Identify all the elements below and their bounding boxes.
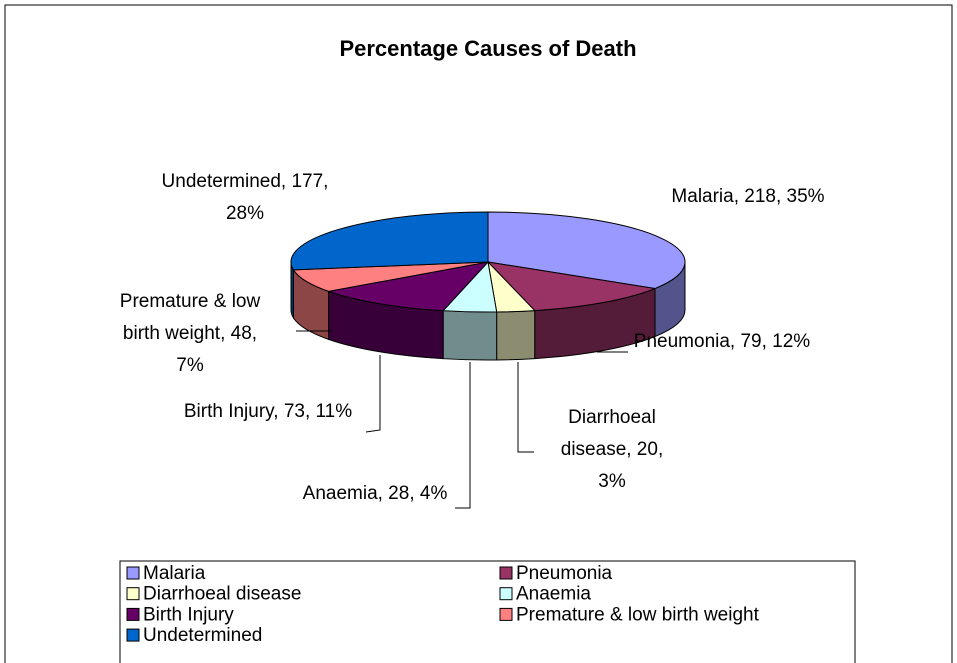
legend-label: Undetermined	[143, 625, 262, 646]
legend-label: Pneumonia	[516, 563, 613, 584]
leader-lines	[296, 330, 628, 509]
legend-swatch	[126, 587, 140, 601]
data-label: Birth Injury, 73, 11%	[183, 401, 353, 422]
legend-label: Premature & low birth weight	[516, 604, 760, 625]
data-label: Malaria, 218, 35%	[671, 186, 825, 207]
legend-box	[119, 560, 856, 663]
legend-label: Malaria	[143, 563, 206, 584]
data-label: Anaemia, 28, 4%	[302, 483, 448, 504]
slice	[290, 211, 489, 271]
leader-line	[365, 355, 381, 433]
chart-title: Percentage Causes of Death	[339, 36, 636, 61]
slice	[326, 261, 490, 312]
legend-swatch	[499, 566, 513, 580]
pie-sides	[290, 261, 686, 361]
slice	[486, 261, 657, 312]
data-label: Diarrhoeal disease, 20, 3%	[560, 407, 664, 492]
leader-line	[517, 362, 534, 453]
data-label: Undetermined, 177, 28%	[161, 171, 329, 224]
legend-swatch	[499, 587, 513, 601]
leader-line	[455, 362, 471, 509]
slice-side	[496, 310, 536, 361]
legend-swatch	[126, 566, 140, 580]
legend: Malaria Pneumonia Diarrhoeal disease Anaemi…	[126, 563, 760, 646]
legend-label: Birth Injury	[143, 604, 234, 625]
pie-tops	[290, 211, 686, 313]
data-label: Premature & low birth weight, 48, 7%	[119, 291, 261, 376]
legend-label: Diarrhoeal disease	[143, 584, 301, 605]
legend-swatch	[126, 628, 140, 642]
legend-label: Anaemia	[516, 584, 591, 605]
legend-swatch	[499, 607, 513, 621]
legend-swatch	[126, 607, 140, 621]
data-label: Pneumonia, 79, 12%	[633, 331, 811, 352]
slice-side	[290, 261, 294, 320]
slice-side	[442, 310, 498, 361]
